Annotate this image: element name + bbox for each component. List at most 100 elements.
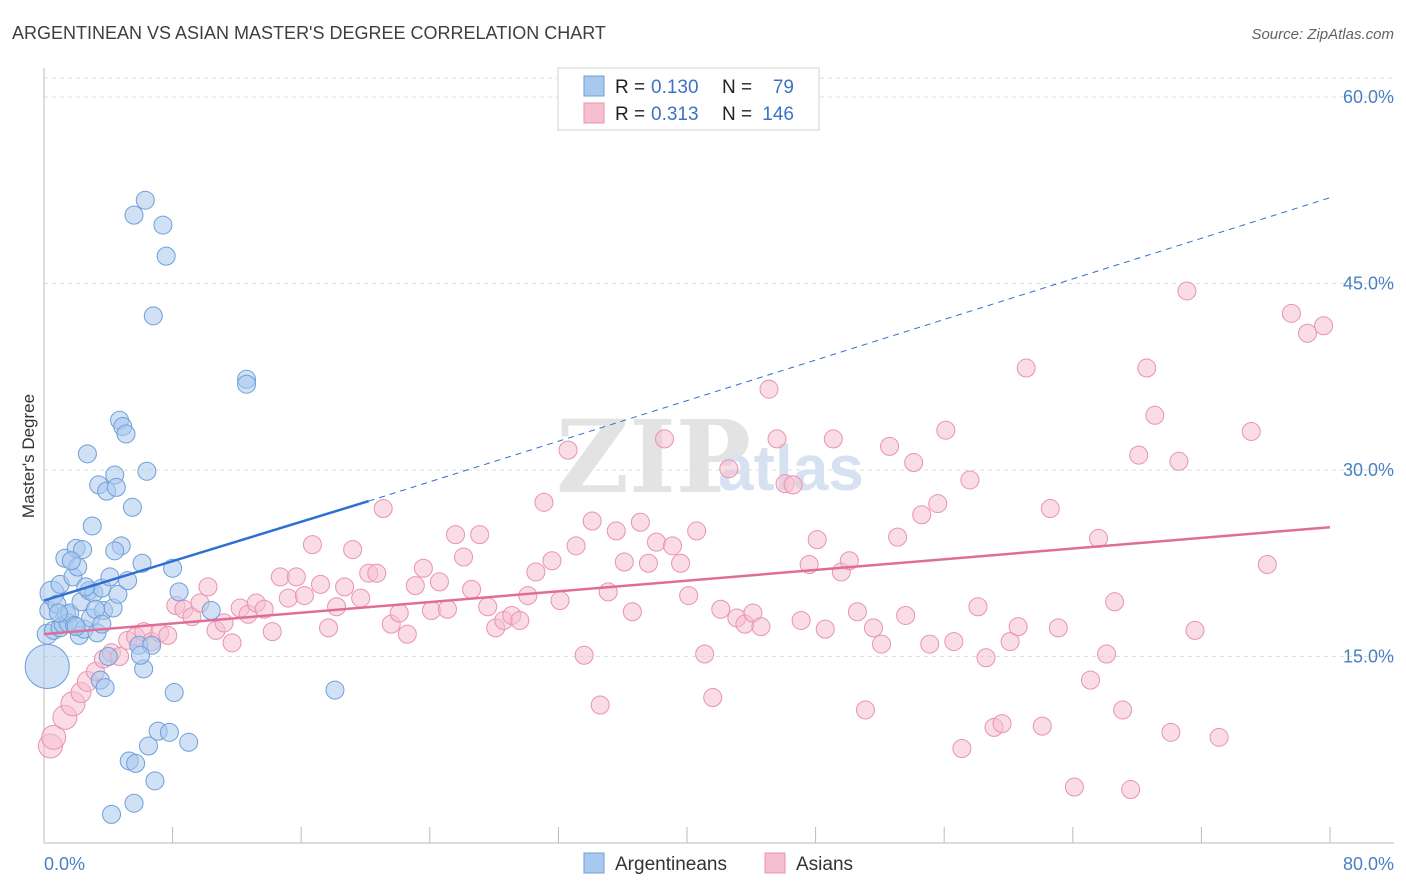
asian-point — [888, 527, 908, 547]
argentinean-point — [159, 722, 179, 742]
asian-point — [960, 470, 980, 490]
asian-point — [397, 624, 417, 644]
legend-r-label-1: R = — [615, 77, 645, 98]
asian-point — [574, 645, 594, 665]
legend-r-label-2: R = — [615, 104, 645, 125]
asian-point — [695, 644, 715, 664]
asian-point — [823, 429, 843, 449]
x-tick-label-max: 80.0% — [1343, 854, 1394, 874]
asian-point — [558, 440, 578, 460]
argentinean-point — [237, 374, 257, 394]
asian-point — [630, 512, 650, 532]
argentinean-point — [98, 647, 118, 666]
asian-point — [158, 625, 178, 645]
argentinean-point — [153, 215, 173, 235]
asian-point — [254, 599, 274, 619]
argentinean-point — [138, 736, 158, 756]
asian-point — [294, 586, 314, 606]
legend-swatch-asians — [583, 102, 605, 124]
asian-trend-line — [43, 525, 1331, 636]
asian-point — [351, 588, 371, 608]
asian-point — [896, 605, 916, 625]
argentinean-point — [132, 553, 152, 573]
legend-n-label-1: N = — [722, 77, 752, 98]
argentinean-point — [77, 444, 97, 464]
asian-point — [968, 597, 988, 617]
asian-point — [1185, 620, 1205, 640]
watermark: ZIP atlas — [556, 398, 864, 516]
asian-point — [437, 599, 457, 619]
legend-r-value-2: 0.313 — [651, 104, 699, 125]
asian-point — [1008, 617, 1028, 637]
asian-point — [41, 724, 67, 750]
legend-swatch-argentineans — [583, 75, 605, 97]
asian-point — [1113, 700, 1133, 720]
argentinean-point — [179, 732, 199, 752]
argentinean-point — [95, 678, 115, 698]
asian-point — [663, 536, 683, 556]
argentinean-point — [156, 246, 176, 266]
asian-point — [1040, 499, 1060, 519]
legend-n-value-1: 79 — [773, 77, 794, 98]
asian-point — [872, 634, 892, 654]
argentinean-point — [61, 551, 81, 571]
asian-point — [1281, 303, 1301, 323]
bottom-legend-swatch-argentineans — [583, 852, 605, 874]
asian-point — [550, 591, 570, 611]
asian-point — [936, 420, 956, 440]
asian-point — [719, 459, 739, 479]
bottom-legend: Argentineans Asians — [583, 852, 853, 875]
asian-point — [679, 586, 699, 606]
legend-n-label-2: N = — [722, 104, 752, 125]
asian-point — [526, 562, 546, 582]
asian-point — [928, 494, 948, 514]
asian-point — [446, 525, 466, 545]
argentinean-point — [164, 683, 184, 703]
asian-point — [429, 572, 449, 592]
asian-point — [783, 475, 803, 495]
y-tick-label: 60.0% — [1343, 87, 1394, 107]
bottom-legend-asians: Asians — [796, 854, 853, 875]
argentinean-point — [82, 516, 102, 536]
asian-point — [855, 700, 875, 720]
asian-point — [687, 521, 707, 541]
argentinean-point — [169, 582, 189, 602]
legend: R = 0.130 N = 79 R = 0.313 N = 146 — [557, 67, 820, 131]
bottom-legend-argentineans: Argentineans — [615, 854, 727, 875]
asian-point — [1080, 670, 1100, 690]
argentinean-trend-line — [43, 499, 370, 602]
asian-point — [759, 379, 779, 399]
argentinean-point — [325, 680, 345, 700]
argentinean-point — [106, 477, 126, 497]
asian-point — [1177, 281, 1197, 301]
x-tick-label-min: 0.0% — [44, 854, 85, 874]
y-tick-label: 30.0% — [1343, 460, 1394, 480]
asian-point — [1016, 358, 1036, 378]
asian-point — [1129, 445, 1149, 465]
y-axis-ticks: 15.0% 30.0% 45.0% 60.0% — [1343, 87, 1394, 667]
argentinean-trend-extension — [368, 197, 1331, 502]
chart-title: ARGENTINEAN VS ASIAN MASTER'S DEGREE COR… — [12, 23, 606, 43]
asian-point — [1032, 716, 1052, 736]
argentinean-point — [24, 643, 70, 689]
asian-point — [880, 436, 900, 456]
asian-point — [510, 610, 530, 630]
asian-point — [335, 577, 355, 597]
argentinean-point — [135, 190, 155, 210]
asian-point — [286, 567, 306, 587]
watermark-zip: ZIP — [556, 398, 751, 516]
asian-point — [302, 535, 322, 555]
y-tick-label: 15.0% — [1343, 647, 1394, 667]
asian-point — [582, 511, 602, 531]
scatter-points — [24, 190, 1334, 824]
asian-point — [815, 619, 835, 639]
asian-point — [1064, 777, 1084, 797]
asian-point — [405, 576, 425, 596]
argentinean-point — [137, 461, 157, 481]
argentinean-point — [143, 306, 163, 326]
asian-point — [863, 618, 883, 638]
trend-lines — [43, 197, 1331, 636]
asian-point — [952, 739, 972, 759]
asian-point — [421, 600, 441, 620]
